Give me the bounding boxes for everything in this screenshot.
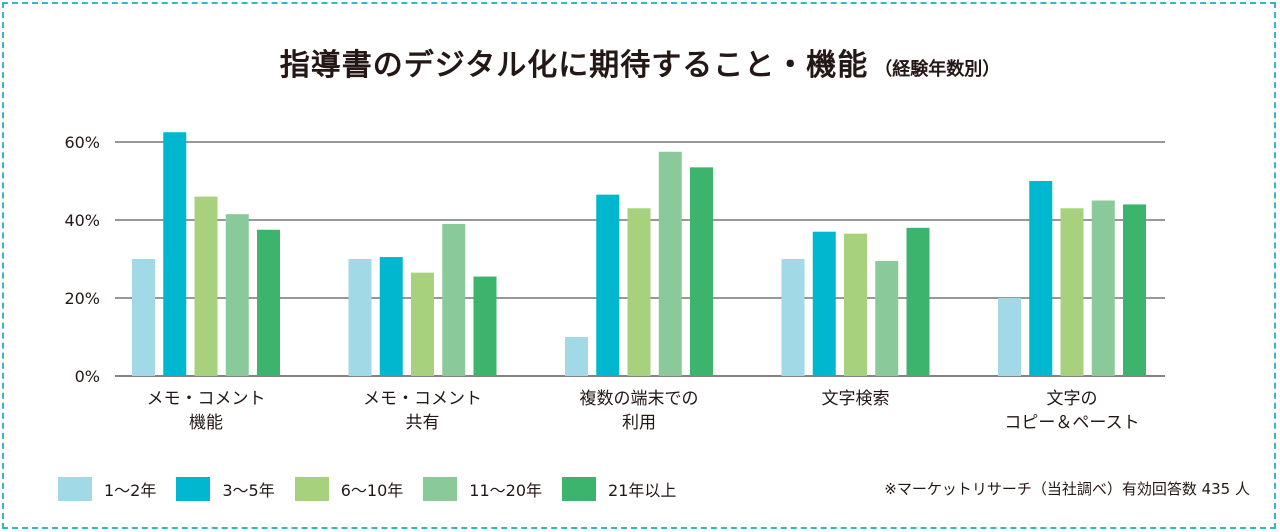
legend: 1～2年 3～5年 6～10年 11～20年 21年以上 xyxy=(58,476,696,502)
bar xyxy=(473,276,497,376)
bar xyxy=(627,208,651,376)
bars xyxy=(132,132,1146,376)
category-labels: メモ・コメント機能 メモ・コメント共有 複数の端末での利用 文字検索 文字のコピー＆ペー… xyxy=(147,389,1140,433)
axis: 0% 20% 40% 60% xyxy=(64,133,100,386)
source-note: ※マーケットリサーチ（当社調べ）有効回答数 435 人 xyxy=(884,480,1250,498)
chart-subtitle: （経験年数別） xyxy=(874,59,1001,80)
bar xyxy=(658,151,682,376)
legend-item: 3～5年 xyxy=(176,477,275,501)
bar xyxy=(844,233,867,376)
legend-item: 21年以上 xyxy=(562,477,676,501)
bar xyxy=(225,214,249,376)
bar xyxy=(690,167,713,376)
legend-swatch xyxy=(294,477,329,501)
bar xyxy=(411,272,434,376)
legend-swatch xyxy=(58,477,92,501)
legend-swatch xyxy=(562,477,597,501)
category-label: メモ・コメント共有 xyxy=(363,389,482,433)
legend-label: 6～10年 xyxy=(340,481,404,500)
category-label: メモ・コメント機能 xyxy=(147,389,266,433)
category-label: 文字検索 xyxy=(822,389,890,409)
category-label: 複数の端末での利用 xyxy=(580,389,699,433)
legend-item: 1～2年 xyxy=(58,477,156,501)
chart-title: 指導書のデジタル化に期待すること・機能 xyxy=(279,48,869,83)
bar xyxy=(132,259,155,376)
bar xyxy=(998,298,1021,376)
bar xyxy=(348,259,372,376)
bar xyxy=(194,196,218,376)
bar xyxy=(1123,204,1146,376)
legend-label: 1～2年 xyxy=(104,481,157,500)
legend-item: 11～20年 xyxy=(423,477,542,501)
bar xyxy=(812,231,836,376)
y-tick-label: 0% xyxy=(75,367,100,386)
y-tick-label: 40% xyxy=(64,211,100,230)
legend-label: 11～20年 xyxy=(469,481,543,500)
y-tick-label: 20% xyxy=(64,289,100,308)
bar xyxy=(379,257,403,376)
legend-swatch xyxy=(176,477,211,501)
bar xyxy=(1091,200,1115,376)
category-label: 文字のコピー＆ペースト xyxy=(1004,389,1139,433)
legend-item: 6～10年 xyxy=(294,477,404,501)
legend-swatch xyxy=(423,477,458,501)
bar xyxy=(906,227,930,376)
legend-label: 3～5年 xyxy=(222,481,275,500)
bar xyxy=(781,259,805,376)
bar xyxy=(257,229,280,376)
bar xyxy=(596,194,620,376)
bar xyxy=(565,337,588,376)
bar xyxy=(1060,208,1084,376)
bar xyxy=(1029,181,1053,376)
bar xyxy=(442,223,466,376)
legend-label: 21年以上 xyxy=(608,481,677,500)
bar xyxy=(163,132,187,376)
chart-title-row: 指導書のデジタル化に期待すること・機能 （経験年数別） xyxy=(0,40,1280,84)
bar xyxy=(875,260,899,376)
y-tick-label: 60% xyxy=(64,133,100,152)
